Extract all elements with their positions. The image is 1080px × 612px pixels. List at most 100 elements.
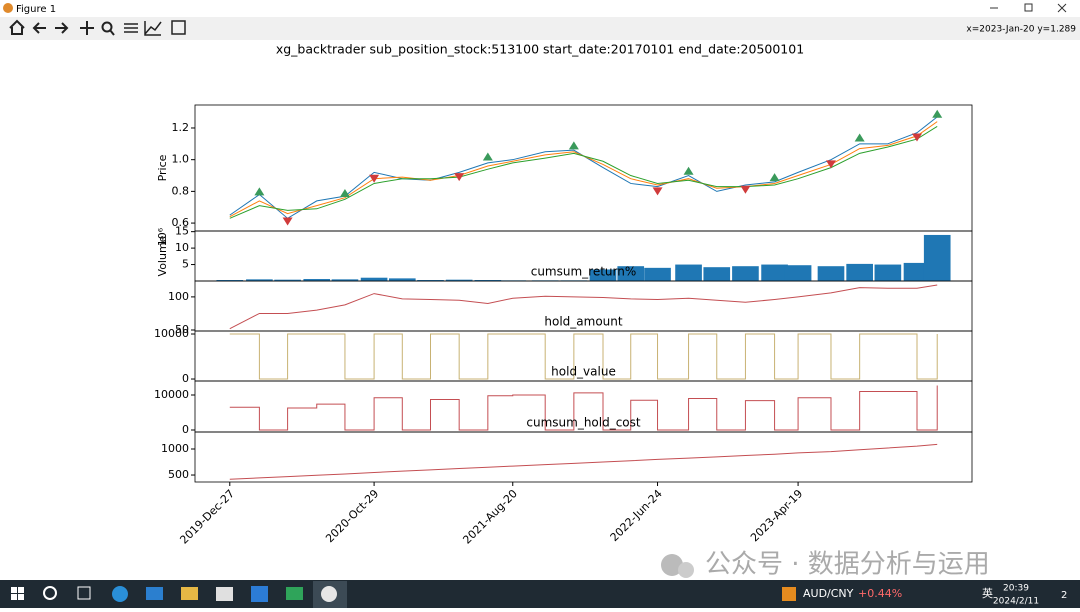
ticker-change: +0.44%	[858, 587, 902, 600]
task-view-button[interactable]	[77, 586, 91, 600]
search-button[interactable]	[43, 586, 57, 600]
bar	[360, 277, 388, 281]
app-icon-green[interactable]	[286, 587, 303, 600]
clock-date[interactable]: 2024/2/11	[993, 597, 1039, 607]
y-tick-label: 0.8	[172, 184, 190, 197]
bar	[761, 264, 788, 281]
start-button[interactable]	[11, 587, 17, 593]
bar	[331, 279, 359, 281]
save-button[interactable]	[171, 20, 186, 35]
wechat-icon	[661, 554, 683, 576]
explorer-icon[interactable]	[181, 587, 198, 600]
bar	[874, 264, 902, 281]
zoom-button[interactable]	[101, 21, 113, 33]
restore-button[interactable]	[1024, 3, 1033, 12]
start-tile	[18, 594, 24, 600]
y-tick-label: 100	[168, 290, 189, 303]
data-line	[229, 284, 938, 330]
y-axis-label: Price	[156, 154, 169, 181]
sell-marker	[683, 166, 694, 175]
cursor-status: x=2023-Jan-20 y=1.289	[966, 25, 1076, 35]
mail-icon[interactable]	[146, 587, 163, 600]
store-icon[interactable]	[216, 587, 233, 601]
pan-button[interactable]	[80, 21, 94, 35]
buy-marker	[912, 133, 923, 142]
y-tick-label: 10000	[154, 327, 189, 340]
bar	[784, 265, 812, 281]
forward-button[interactable]	[55, 22, 69, 34]
bar	[703, 267, 731, 281]
title-bar	[0, 0, 1080, 17]
y-axis-label: Volume	[156, 235, 169, 276]
y-tick-label: 0.6	[172, 216, 190, 229]
y-tick-label: 15	[175, 225, 189, 238]
data-line	[229, 333, 938, 380]
subplot-title: cumsum_hold_cost	[526, 416, 641, 430]
y-tick-label: 0	[182, 372, 189, 385]
y-tick-label: 5	[182, 258, 189, 271]
bar	[923, 234, 951, 281]
offset-text: 10⁶	[156, 227, 169, 246]
y-tick-label: 1.2	[172, 121, 190, 134]
buy-marker	[652, 187, 663, 196]
bar	[644, 267, 671, 281]
subplots-button[interactable]	[124, 23, 138, 33]
bar	[675, 264, 702, 281]
data-line	[229, 385, 938, 431]
watermark: 公众号 · 数据分析与运用	[705, 550, 990, 580]
app-icon	[3, 3, 13, 13]
toolbar	[0, 17, 1080, 40]
bar	[903, 262, 931, 281]
subplot-title: hold_value	[551, 365, 616, 379]
window-title: Figure 1	[16, 4, 56, 15]
subplot-title: cumsum_return%	[531, 265, 637, 279]
bar	[817, 266, 845, 281]
bar	[617, 266, 645, 281]
customize-button[interactable]	[144, 21, 162, 36]
sell-marker	[254, 187, 265, 196]
sell-marker	[339, 188, 350, 197]
bar	[216, 280, 244, 281]
vscode-icon[interactable]	[251, 586, 268, 602]
subplot-title: hold_amount	[544, 315, 622, 329]
sell-marker	[769, 173, 780, 182]
ime-indicator[interactable]: 英	[982, 586, 993, 600]
close-button[interactable]	[1057, 3, 1067, 13]
bar	[846, 263, 873, 281]
wechat-icon-small	[678, 562, 694, 578]
notifications[interactable]: 2	[1061, 590, 1067, 601]
home-button[interactable]	[9, 19, 25, 35]
bar	[303, 279, 331, 281]
buy-marker	[369, 174, 380, 183]
buy-marker	[740, 185, 751, 194]
start-tile	[11, 594, 17, 600]
bar	[445, 279, 473, 281]
y-tick-label: 10000	[154, 388, 189, 401]
bar	[417, 280, 444, 281]
ticker-icon	[782, 587, 796, 601]
data-line	[229, 121, 938, 218]
figure-app-icon[interactable]	[321, 586, 337, 602]
sell-marker	[568, 141, 579, 150]
zoom-handle	[109, 29, 115, 36]
bar	[274, 279, 301, 281]
y-tick-label: 0	[182, 423, 189, 436]
buy-marker	[282, 217, 293, 226]
bar	[246, 279, 273, 281]
data-line	[229, 125, 938, 219]
y-tick-label: 1.0	[172, 153, 190, 166]
axes-frame	[194, 431, 973, 483]
bar	[589, 269, 617, 281]
y-tick-label: 10	[175, 241, 189, 254]
clock-time[interactable]: 20:39	[1003, 584, 1029, 594]
buy-marker	[825, 160, 836, 169]
y-tick-label: 500	[168, 468, 189, 481]
bar	[732, 266, 759, 281]
y-tick-label: 50	[175, 323, 189, 336]
edge-icon[interactable]	[112, 586, 128, 602]
taskbar	[0, 580, 1080, 608]
back-button[interactable]	[32, 22, 46, 34]
buy-marker	[454, 173, 465, 182]
